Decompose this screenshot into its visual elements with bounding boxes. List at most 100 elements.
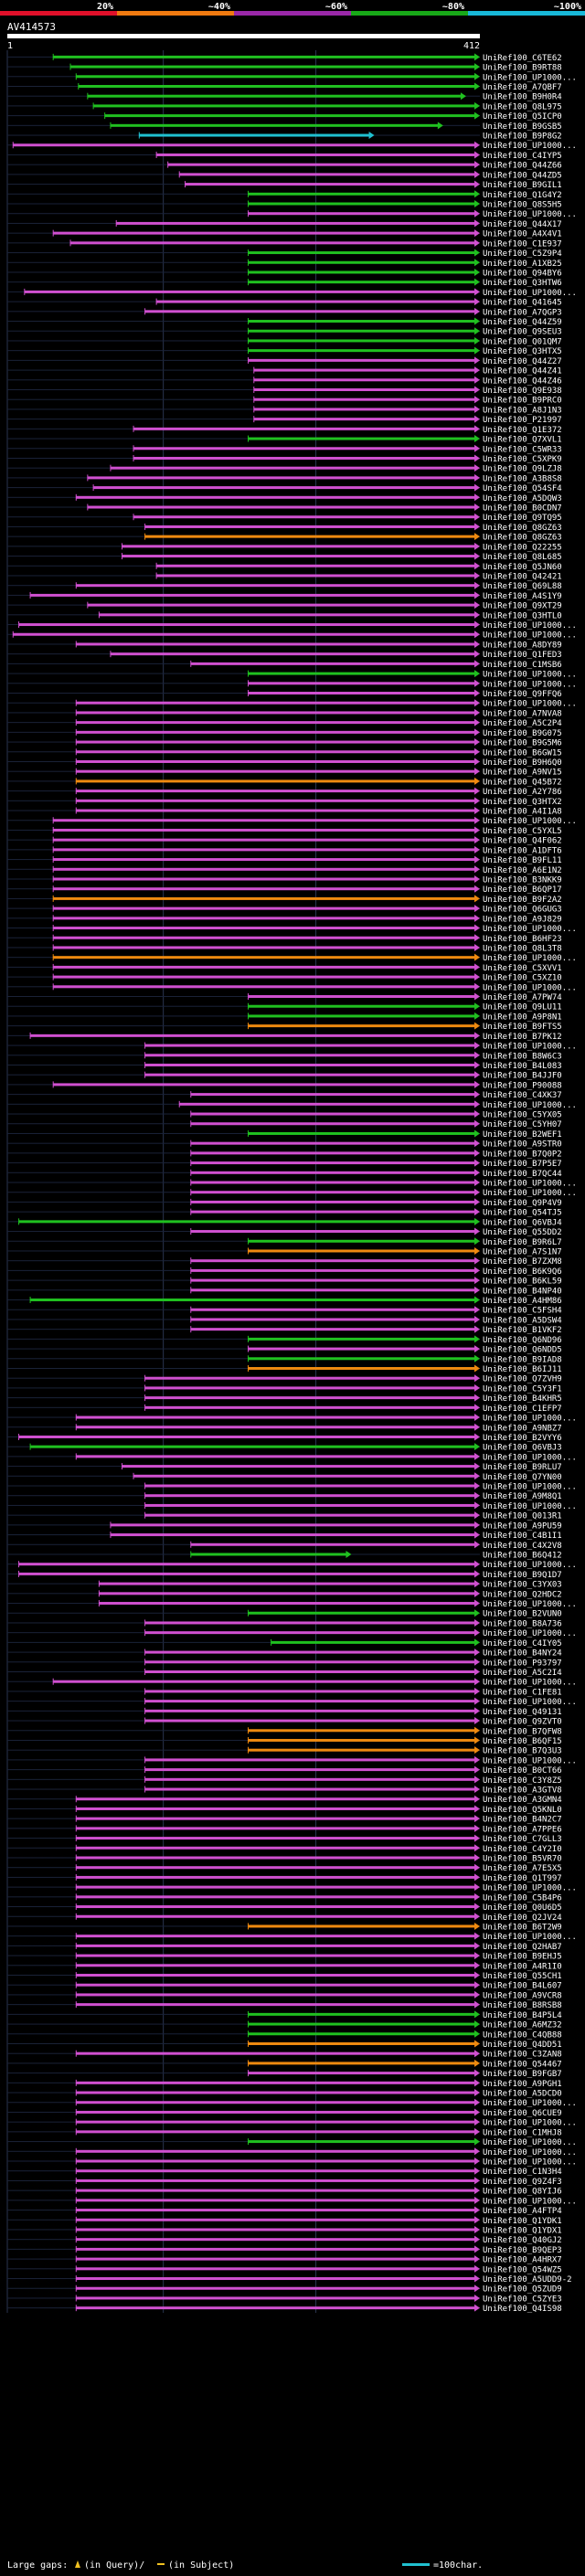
hit-label[interactable]: UniRef100_B9RLU7 xyxy=(483,1463,562,1472)
hit-row[interactable]: UniRef100_Q6GUG3 xyxy=(7,905,562,915)
hit-row[interactable]: UniRef100_B2VYY6 xyxy=(7,1433,562,1443)
hit-row[interactable]: UniRef100_Q44Z59 xyxy=(7,317,562,328)
hit-row[interactable]: UniRef100_B9PRC0 xyxy=(7,396,562,406)
hit-row[interactable]: UniRef100_Q69L88 xyxy=(7,581,562,592)
hit-label[interactable]: UniRef100_Q54SF4 xyxy=(483,484,562,493)
hit-row[interactable]: UniRef100_A5C2P4 xyxy=(7,718,562,729)
hit-row[interactable]: UniRef100_A5UDD9-2 xyxy=(7,2274,572,2285)
hit-row[interactable]: UniRef100_Q8L3T8 xyxy=(7,943,562,954)
hit-row[interactable]: UniRef100_C5Y3F1 xyxy=(7,1383,562,1394)
hit-row[interactable]: UniRef100_A9STR0 xyxy=(7,1140,562,1150)
hit-row[interactable]: UniRef100_B2VUN0 xyxy=(7,1609,562,1619)
hit-row[interactable]: UniRef100_B9H6Q0 xyxy=(7,758,562,768)
hit-label[interactable]: UniRef100_Q9SEU3 xyxy=(483,328,562,337)
hit-row[interactable]: UniRef100_A7E5X5 xyxy=(7,1863,562,1874)
hit-label[interactable]: UniRef100_Q3HTX5 xyxy=(483,347,562,356)
hit-label[interactable]: UniRef100_B9G5M6 xyxy=(483,739,562,748)
hit-row[interactable]: UniRef100_UP1000... xyxy=(7,288,577,298)
hit-row[interactable]: UniRef100_Q49131 xyxy=(7,1707,562,1717)
hit-label[interactable]: UniRef100_A3B8S8 xyxy=(483,474,562,483)
hit-row[interactable]: UniRef100_B6KL59 xyxy=(7,1277,562,1287)
hit-row[interactable]: UniRef100_B9EHJ5 xyxy=(7,1952,562,1962)
hit-row[interactable]: UniRef100_Q2HDC2 xyxy=(7,1589,562,1600)
hit-label[interactable]: UniRef100_Q2JV24 xyxy=(483,1913,562,1923)
hit-label[interactable]: UniRef100_C4Y2I0 xyxy=(483,1845,562,1854)
hit-row[interactable]: UniRef100_Q9SEU3 xyxy=(7,327,562,337)
hit-row[interactable]: UniRef100_Q6VBJ4 xyxy=(7,1217,562,1228)
hit-row[interactable]: UniRef100_C5XZ10 xyxy=(7,973,562,983)
hit-row[interactable]: UniRef100_Q3HTX2 xyxy=(7,797,562,807)
hit-label[interactable]: UniRef100_B9QEP3 xyxy=(483,2246,562,2255)
hit-row[interactable]: UniRef100_UP1000... xyxy=(7,1452,577,1463)
hit-label[interactable]: UniRef100_Q4IS98 xyxy=(483,2305,562,2314)
hit-row[interactable]: UniRef100_UP1000... xyxy=(7,141,577,152)
hit-row[interactable]: UniRef100_Q7XVL1 xyxy=(7,435,562,445)
hit-row[interactable]: UniRef100_Q9Z4F3 xyxy=(7,2177,562,2187)
hit-row[interactable]: UniRef100_UP1000... xyxy=(7,620,577,631)
hit-row[interactable]: UniRef100_UP1000... xyxy=(7,816,577,827)
hit-label[interactable]: UniRef100_C5B4P6 xyxy=(483,1893,562,1903)
hit-row[interactable]: UniRef100_Q013R1 xyxy=(7,1511,562,1521)
hit-row[interactable]: UniRef100_B5VR70 xyxy=(7,1853,562,1864)
hit-label[interactable]: UniRef100_Q54TJ5 xyxy=(483,1209,562,1218)
hit-row[interactable]: UniRef100_Q55DD2 xyxy=(7,1227,562,1238)
hit-label[interactable]: UniRef100_UP1000... xyxy=(483,700,577,709)
hit-row[interactable]: UniRef100_UP1000... xyxy=(7,1482,577,1492)
hit-label[interactable]: UniRef100_C1MSB6 xyxy=(483,661,562,670)
hit-label[interactable]: UniRef100_A4I1A8 xyxy=(483,808,562,817)
hit-row[interactable]: UniRef100_A4X4V1 xyxy=(7,229,562,239)
hit-label[interactable]: UniRef100_UP1000... xyxy=(483,925,577,934)
hit-label[interactable]: UniRef100_A4HM86 xyxy=(483,1297,562,1306)
hit-row[interactable]: UniRef100_B7ZXM8 xyxy=(7,1256,562,1267)
hit-row[interactable]: UniRef100_A9NBZ7 xyxy=(7,1423,562,1434)
hit-label[interactable]: UniRef100_UP1000... xyxy=(483,621,577,631)
hit-row[interactable]: UniRef100_B6GW15 xyxy=(7,747,562,758)
hit-row[interactable]: UniRef100_Q8S5H5 xyxy=(7,200,562,210)
hit-row[interactable]: UniRef100_A5C2I4 xyxy=(7,1668,562,1679)
hit-row[interactable]: UniRef100_A4I1A8 xyxy=(7,807,562,817)
hit-label[interactable]: UniRef100_C5XVV1 xyxy=(483,964,562,973)
hit-label[interactable]: UniRef100_C4IY05 xyxy=(483,1639,562,1648)
hit-label[interactable]: UniRef100_Q22255 xyxy=(483,543,562,552)
hit-row[interactable]: UniRef100_B9H0R4 xyxy=(7,92,562,102)
hit-row[interactable]: UniRef100_UP1000... xyxy=(7,1414,577,1424)
hit-label[interactable]: UniRef100_B4P5L4 xyxy=(483,2011,562,2020)
hit-label[interactable]: UniRef100_UP1000... xyxy=(483,1415,577,1424)
hit-row[interactable]: UniRef100_UP1000... xyxy=(7,2157,577,2168)
hit-row[interactable]: UniRef100_UP1000... xyxy=(7,2118,577,2128)
hit-row[interactable]: UniRef100_A3GTV8 xyxy=(7,1786,562,1796)
hit-label[interactable]: UniRef100_UP1000... xyxy=(483,1600,577,1609)
hit-row[interactable]: UniRef100_Q44ZD5 xyxy=(7,170,562,181)
hit-row[interactable]: UniRef100_Q6ND96 xyxy=(7,1335,562,1345)
hit-row[interactable]: UniRef100_Q6VBJ3 xyxy=(7,1443,562,1453)
hit-label[interactable]: UniRef100_Q1FED3 xyxy=(483,651,562,660)
hit-row[interactable]: UniRef100_B3NKK9 xyxy=(7,875,562,885)
hit-row[interactable]: UniRef100_A8J1N3 xyxy=(7,405,562,416)
hit-row[interactable]: UniRef100_A7QGP3 xyxy=(7,307,562,318)
hit-label[interactable]: UniRef100_A5UDD9-2 xyxy=(483,2275,572,2284)
hit-row[interactable]: UniRef100_B8W6C3 xyxy=(7,1051,562,1062)
hit-row[interactable]: UniRef100_C5ZYE3 xyxy=(7,2294,562,2305)
hit-label[interactable]: UniRef100_Q8S5H5 xyxy=(483,201,562,210)
hit-row[interactable]: UniRef100_Q1E372 xyxy=(7,425,562,435)
hit-row[interactable]: UniRef100_UP1000... xyxy=(7,924,577,935)
hit-label[interactable]: UniRef100_A5C2P4 xyxy=(483,719,562,728)
hit-row[interactable]: UniRef100_UP1000... xyxy=(7,1883,577,1893)
hit-label[interactable]: UniRef100_UP1000... xyxy=(483,1180,577,1189)
hit-label[interactable]: UniRef100_B4NY24 xyxy=(483,1649,562,1659)
hit-label[interactable]: UniRef100_Q5ZUD9 xyxy=(483,2285,562,2295)
hit-row[interactable]: UniRef100_C1EFP7 xyxy=(7,1404,562,1414)
hit-row[interactable]: UniRef100_B9FGB7 xyxy=(7,2069,562,2080)
hit-row[interactable]: UniRef100_B7QC44 xyxy=(7,1169,562,1179)
hit-row[interactable]: UniRef100_B7P5E7 xyxy=(7,1159,562,1170)
hit-label[interactable]: UniRef100_B9GIL1 xyxy=(483,181,562,190)
hit-label[interactable]: UniRef100_Q5KNL0 xyxy=(483,1806,562,1815)
hit-row[interactable]: UniRef100_B4JJF0 xyxy=(7,1071,562,1081)
hit-row[interactable]: UniRef100_C3YX03 xyxy=(7,1580,562,1590)
hit-label[interactable]: UniRef100_Q44ZD5 xyxy=(483,171,562,180)
hit-row[interactable]: UniRef100_Q4DD51 xyxy=(7,2040,562,2050)
hit-row[interactable]: UniRef100_Q54TJ5 xyxy=(7,1208,562,1218)
hit-label[interactable]: UniRef100_Q2HAB7 xyxy=(483,1943,562,1952)
hit-label[interactable]: UniRef100_C5XPK9 xyxy=(483,455,562,464)
hit-row[interactable]: UniRef100_B9FL11 xyxy=(7,855,562,866)
